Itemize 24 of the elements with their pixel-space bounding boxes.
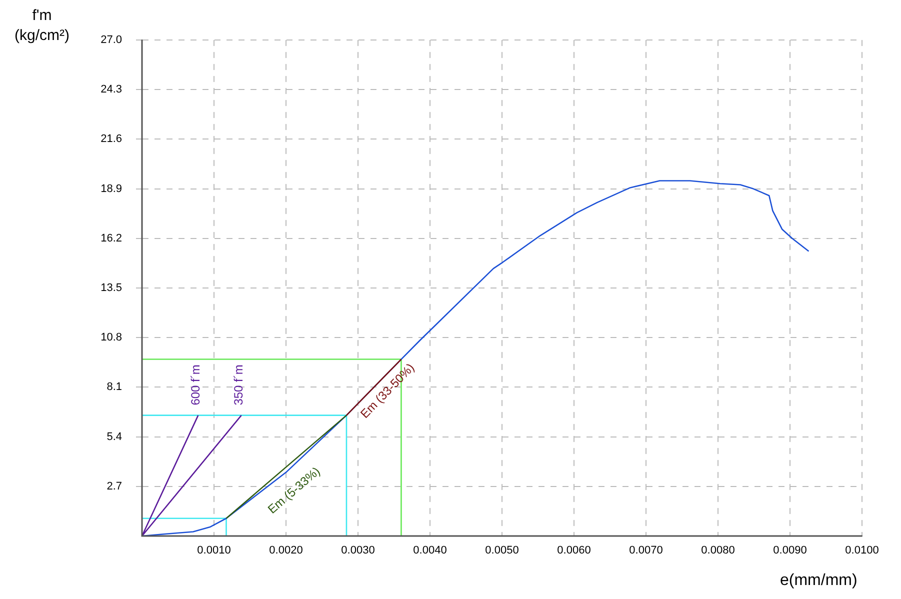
x-tick-label: 0.0030 (341, 544, 375, 557)
x-tick-label: 0.0100 (845, 544, 879, 557)
x-tick-label: 0.0020 (269, 544, 303, 557)
y-tick-label: 10.8 (100, 332, 122, 344)
y-tick-label: 18.9 (100, 182, 122, 195)
y-tick-label: 16.2 (100, 232, 122, 244)
annotation: 600 f´m (188, 364, 202, 406)
x-tick-label: 0.0050 (485, 544, 519, 557)
y-tick-label: 2.7 (106, 480, 122, 492)
annotation: 350 f´m (232, 364, 246, 406)
x-tick-label: 0.0060 (557, 544, 591, 557)
x-tick-label: 0.0070 (629, 544, 663, 557)
y-tick-label: 13.5 (100, 282, 122, 294)
y-axis-title: f'm (kg/cm²) (14, 6, 70, 46)
y-tick-label: 8.1 (106, 381, 122, 394)
x-axis-title: e(mm/mm) (780, 572, 858, 590)
y-tick-label: 21.6 (100, 133, 122, 146)
x-tick-label: 0.0040 (413, 544, 447, 557)
x-tick-label: 0.0090 (773, 544, 807, 557)
y-tick-label: 5.4 (106, 430, 122, 443)
y-tick-label: 27.0 (100, 34, 122, 46)
y-tick-label: 24.3 (100, 84, 122, 96)
x-tick-label: 0.0080 (701, 544, 735, 557)
x-tick-label: 0.0010 (197, 544, 231, 557)
